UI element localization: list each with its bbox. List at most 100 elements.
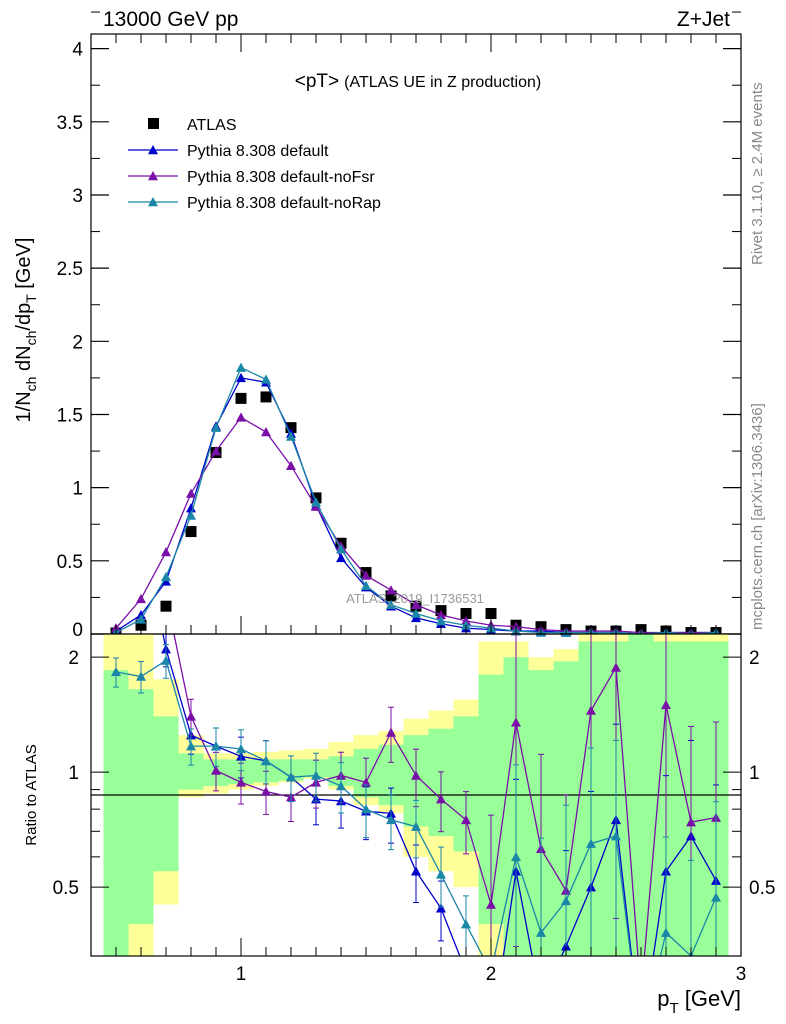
legend-label: Pythia 8.308 default [187,143,329,160]
y-tick-label: 3.5 [57,113,83,134]
ratio-y-tick-label: 0.5 [53,878,79,899]
ratio-data-point [686,817,696,827]
mc-data-point [286,431,296,441]
ratio-data-point [261,755,271,766]
ratio-data-point [411,770,421,780]
ratio-data-point [186,711,196,721]
ratio-data-point [536,927,546,937]
ratio-y-axis-label: Ratio to ATLAS [23,744,40,845]
ratio-series-line-1 [173,634,717,956]
ratio-data-point [361,777,371,787]
collision-label: 13000 GeV pp [103,8,238,31]
mc-data-point [461,620,471,630]
mc-data-point [436,609,446,620]
atlas-data-point [260,391,272,403]
ratio-data-point [436,869,446,879]
y-tick-label: 0 [72,620,83,641]
mcplots-label: mcplots.cern.ch [arXiv:1306.3436] [749,403,766,630]
x-tick-label: 1 [236,964,247,985]
ratio-data-point [261,786,271,796]
ratio-data-point [436,794,446,804]
legend-label: ATLAS [187,117,237,134]
mc-data-point [211,422,221,432]
atlas-data-point [385,590,397,602]
ratio-data-point [611,662,621,672]
mc-data-point [161,571,171,582]
x-axis-label: pT [GeV] [657,986,741,1017]
x-tick-label: 3 [736,964,747,985]
atlas-data-point [160,600,172,612]
watermark: ATLAS_2019_I1736531 [346,591,484,606]
ratio-plot-panel: 0.5 0.5 1 1 2 2 1 2 3 Ratio to ATLAS pT [GeV] [23,633,775,1017]
mc-data-point [411,599,421,609]
atlas-data-point [485,608,497,620]
mc-data-point [186,488,196,498]
mc-data-point [261,374,271,384]
ratio-data-point [236,743,246,754]
y-tick-label: 2 [72,332,83,353]
atlas-data-point [235,392,247,404]
mc-data-point [386,585,396,595]
ratio-y-tick-label-right: 2 [749,648,760,669]
ratio-data-point [111,666,121,677]
ratio-data-point [611,831,621,841]
rivet-label: Rivet 3.1.10, ≥ 2.4M events [749,83,766,266]
ratio-data-point [711,892,721,902]
ratio-y-tick-label-right: 0.5 [749,878,775,899]
ratio-data-point [561,895,571,906]
ratio-data-point [661,927,671,937]
mc-data-point [236,372,246,383]
ratio-data-point [461,919,471,929]
mc-data-point [386,599,396,609]
ratio-data-point [411,866,421,876]
mc-data-point [361,580,371,590]
ratio-data-point [511,717,521,727]
ratio-data-point [336,780,346,791]
ratio-data-point [386,814,396,825]
ratio-data-point [236,777,246,787]
ratio-data-point [136,671,146,681]
ratio-data-point [436,903,446,913]
ratio-y-tick-label-right: 1 [749,763,760,784]
ratio-data-point [361,804,371,814]
y-tick-label: 2.5 [57,259,83,280]
mc-data-point [261,427,271,437]
process-label: Z+Jet [677,8,730,31]
plot-title: <pT> (ATLAS UE in Z production) [295,71,541,92]
mc-data-point [286,460,296,470]
atlas-data-point [285,422,297,434]
ratio-data-point [461,814,471,825]
legend-marker [148,145,158,155]
y-tick-label: 1.5 [57,405,83,426]
plot-title-sub: (ATLAS UE in Z production) [344,74,541,91]
mc-data-point [136,614,146,624]
y-axis-label: 1/Nch dNch/dpT [GeV] [13,238,39,423]
mc-data-point [436,615,446,626]
legend: ATLAS Pythia 8.308 default Pythia 8.308 de… [128,117,381,212]
ratio-data-point [586,838,596,848]
ratio-data-point [311,770,321,780]
mc-data-point [186,503,196,513]
uncertainty-band-green [103,670,129,956]
ratio-data-point [586,705,596,715]
ratio-y-tick-label: 1 [68,763,79,784]
mc-data-point [336,552,346,563]
mc-data-point [361,570,371,580]
mc-data-point [411,608,421,618]
ratio-data-point [211,765,221,775]
y-tick-label: 0.5 [57,552,83,573]
atlas-data-point [185,526,197,538]
mc-data-point [211,446,221,456]
uncertainty-band-green [128,689,154,925]
ratio-y-tick-label: 2 [68,648,79,669]
ratio-data-point [186,741,196,751]
mc-data-point [136,593,146,604]
y-tick-label: 1 [72,479,83,500]
legend-marker [148,197,158,207]
x-tick-label: 2 [486,964,497,985]
main-plot-panel: ATLAS_2019_I1736531 <pT> (ATLAS UE in Z p… [13,11,742,641]
ratio-data-point [161,655,171,665]
mc-data-point [336,544,346,554]
plot-title-main: <pT> [295,71,339,92]
